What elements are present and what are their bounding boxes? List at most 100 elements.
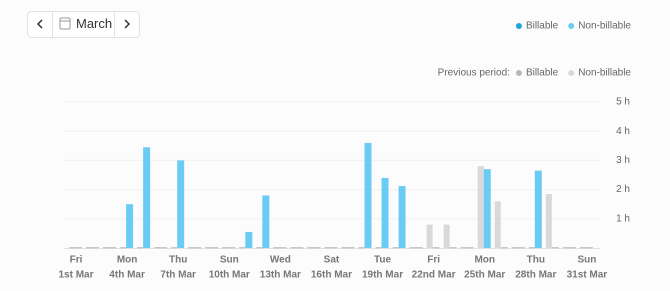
zero-bar xyxy=(341,247,348,249)
bar xyxy=(443,224,450,248)
bar xyxy=(364,142,372,248)
legend-label: Billable xyxy=(526,68,559,79)
zero-bar xyxy=(239,247,246,249)
bar xyxy=(381,177,389,248)
zero-bar xyxy=(69,247,75,249)
x-tick-label: 28th Mar xyxy=(515,270,556,281)
zero-bar xyxy=(460,247,467,249)
picker-box xyxy=(27,11,140,38)
zero-bar xyxy=(103,247,110,249)
x-tick-weekday: Thu xyxy=(169,255,187,266)
x-tick-label: 4th Mar xyxy=(109,270,145,281)
zero-bar xyxy=(154,247,161,249)
bar xyxy=(483,169,491,248)
zero-bar xyxy=(273,247,280,249)
zero-bar xyxy=(330,247,338,249)
bar xyxy=(245,231,253,248)
x-tick-weekday: Mon xyxy=(474,255,495,266)
zero-bar xyxy=(449,247,457,249)
legend-label: Non-billable xyxy=(578,21,631,32)
zero-bar xyxy=(109,247,117,249)
zero-bar xyxy=(205,247,212,249)
bar xyxy=(477,166,484,248)
prev-arrow[interactable] xyxy=(36,19,43,29)
x-tick-weekday: Sat xyxy=(324,255,340,266)
zero-bar xyxy=(568,247,576,249)
y-tick-label: 3 h xyxy=(616,155,630,166)
bar xyxy=(494,201,501,248)
x-tick-weekday: Wed xyxy=(270,255,291,266)
zero-bar xyxy=(188,247,195,249)
calendar-icon xyxy=(59,17,71,30)
legend-dot xyxy=(568,23,575,29)
zero-bar xyxy=(324,247,331,249)
zero-bar xyxy=(585,247,593,249)
zero-bar xyxy=(579,247,586,249)
zero-bar xyxy=(392,247,399,249)
zero-bar xyxy=(120,247,127,249)
zero-bar xyxy=(500,247,508,249)
zero-bar xyxy=(375,247,382,249)
y-tick-label: 1 h xyxy=(616,213,630,224)
legend-dot xyxy=(568,70,575,76)
y-tick-label: 4 h xyxy=(616,126,630,137)
zero-bar xyxy=(171,247,178,249)
bar xyxy=(545,193,552,248)
x-tick-label: 13th Mar xyxy=(260,270,301,281)
y-tick-label: 2 h xyxy=(616,184,630,195)
x-tick-weekday: Fri xyxy=(70,255,83,266)
x-tick-label: 7th Mar xyxy=(160,270,196,281)
zero-bar xyxy=(415,247,423,249)
x-tick-weekday: Fri xyxy=(427,255,440,266)
date-picker[interactable]: March xyxy=(27,11,140,38)
x-tick-label: 10th Mar xyxy=(209,270,250,281)
zero-bar xyxy=(290,247,297,249)
zero-bar xyxy=(528,247,535,249)
bar xyxy=(126,204,134,248)
legend-dot xyxy=(515,23,522,29)
zero-bar xyxy=(551,247,559,249)
zero-bar xyxy=(137,247,144,249)
zero-bar xyxy=(517,247,525,249)
legend-label: Billable xyxy=(526,21,559,32)
x-tick-label: 31st Mar xyxy=(567,270,608,281)
zero-bar xyxy=(432,247,440,249)
bar xyxy=(143,147,151,248)
x-tick-label: 16th Mar xyxy=(311,270,352,281)
zero-bar xyxy=(228,247,236,249)
zero-bar xyxy=(160,247,168,249)
picker-label[interactable]: March xyxy=(76,16,112,31)
bar xyxy=(262,195,270,248)
zero-bar xyxy=(466,247,474,249)
zero-bar xyxy=(92,247,100,249)
y-tick-label: 5 h xyxy=(616,97,630,108)
zero-bar xyxy=(86,247,93,249)
x-tick-weekday: Mon xyxy=(117,255,138,266)
bar xyxy=(177,160,185,248)
zero-bar xyxy=(296,247,304,249)
zero-bar xyxy=(347,247,355,249)
x-tick-label: 25th Mar xyxy=(464,270,505,281)
zero-bar xyxy=(279,247,287,249)
zero-bar xyxy=(211,247,219,249)
bar xyxy=(534,170,542,248)
x-tick-weekday: Sun xyxy=(577,255,596,266)
legend-label: Non-billable xyxy=(578,68,631,79)
zero-bar xyxy=(75,247,82,249)
bar xyxy=(426,224,433,248)
zero-bar xyxy=(256,247,263,249)
x-tick-weekday: Tue xyxy=(374,255,391,266)
next-arrow[interactable] xyxy=(124,19,131,29)
zero-bar xyxy=(222,247,229,249)
zero-bar xyxy=(313,247,321,249)
previous-label: Previous period: xyxy=(438,68,510,79)
zero-bar xyxy=(307,247,314,249)
legend-dot xyxy=(515,70,522,76)
zero-bar xyxy=(409,247,416,249)
zero-bar xyxy=(562,247,569,249)
zero-bar xyxy=(194,247,202,249)
x-tick-label: 19th Mar xyxy=(362,270,403,281)
x-tick-weekday: Sun xyxy=(220,255,239,266)
